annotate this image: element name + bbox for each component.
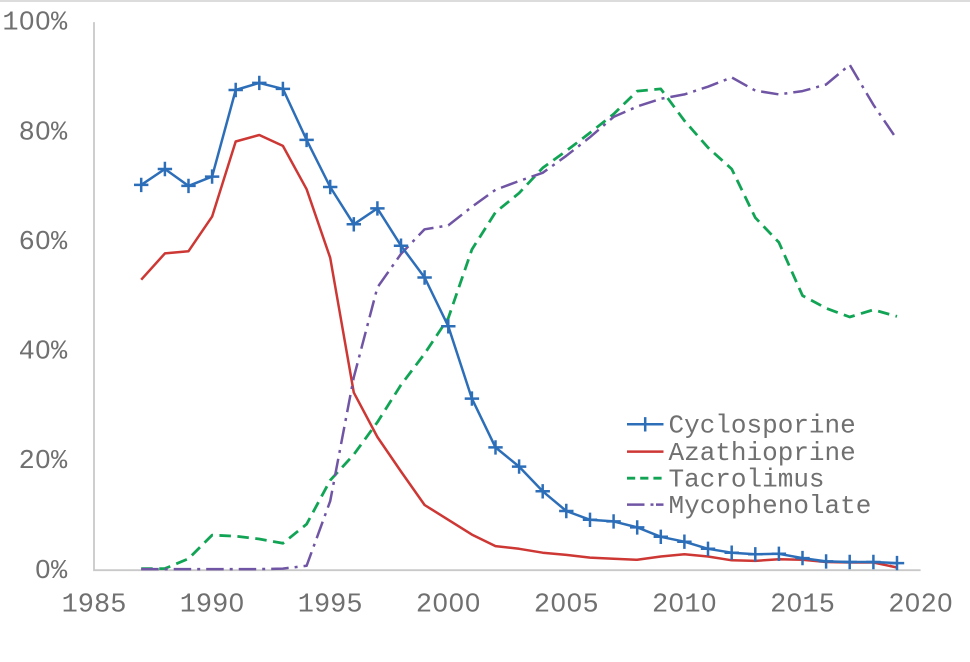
- svg-text:Cyclosporine: Cyclosporine: [669, 411, 856, 441]
- svg-text:2000: 2000: [416, 590, 481, 620]
- svg-text:2015: 2015: [770, 590, 835, 620]
- svg-text:1985: 1985: [62, 590, 127, 620]
- svg-text:Tacrolimus: Tacrolimus: [669, 465, 825, 495]
- svg-text:2020: 2020: [888, 590, 953, 620]
- svg-text:Mycophenolate: Mycophenolate: [669, 491, 872, 521]
- svg-text:1990: 1990: [180, 590, 245, 620]
- svg-text:Azathioprine: Azathioprine: [669, 438, 856, 468]
- svg-text:1995: 1995: [298, 590, 363, 620]
- svg-text:0%: 0%: [35, 557, 68, 587]
- svg-text:2010: 2010: [652, 590, 717, 620]
- svg-text:2005: 2005: [534, 590, 599, 620]
- svg-text:100%: 100%: [2, 9, 68, 39]
